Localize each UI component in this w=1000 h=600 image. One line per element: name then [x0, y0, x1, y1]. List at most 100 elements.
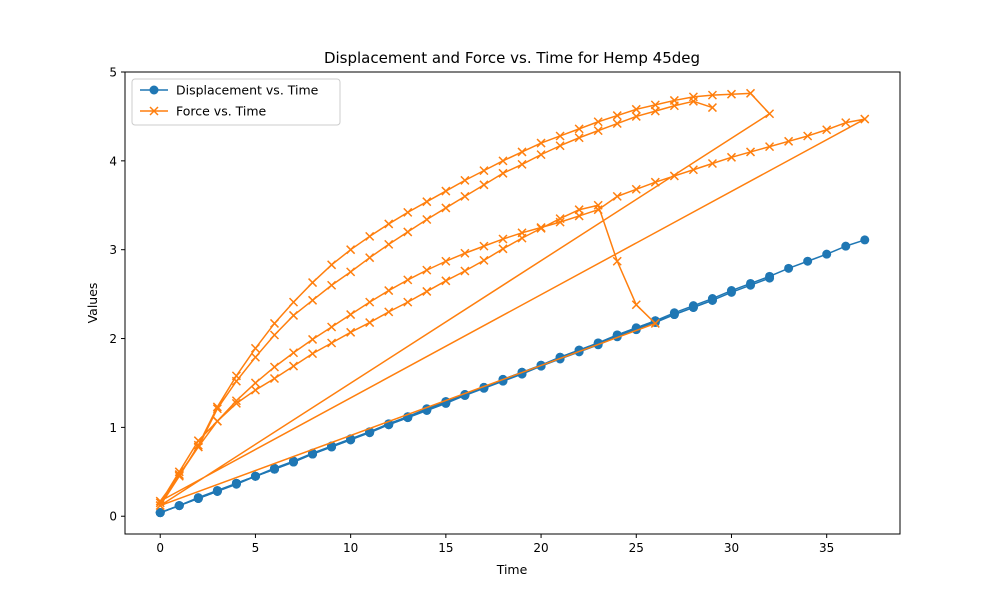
force-point — [288, 310, 299, 320]
legend: Displacement vs. Time Force vs. Time — [131, 78, 341, 126]
force-point — [174, 469, 184, 480]
force-point — [441, 203, 451, 213]
displacement-point — [231, 479, 241, 489]
force-point — [498, 156, 508, 166]
force-point — [308, 295, 318, 305]
force-point — [403, 275, 413, 285]
force-point — [212, 404, 222, 414]
force-point — [631, 300, 641, 310]
force-point — [403, 207, 413, 217]
force-point — [155, 501, 165, 511]
force-point — [498, 168, 508, 178]
displacement-point — [327, 442, 337, 452]
force-point — [327, 338, 337, 348]
force-point — [669, 101, 679, 111]
force-point — [422, 214, 432, 225]
displacement-point — [155, 508, 165, 518]
force-point — [612, 191, 622, 201]
force-point — [574, 124, 584, 134]
force-point — [822, 125, 832, 135]
force-point — [479, 180, 489, 190]
y-tick-label-0: 0 — [109, 510, 117, 524]
displacement-point — [803, 256, 813, 266]
force-point — [384, 307, 394, 317]
x-tick-label-1: 5 — [252, 541, 260, 555]
force-point — [536, 150, 546, 160]
force-point — [288, 297, 299, 307]
y-tick-label-3: 3 — [109, 243, 117, 257]
force-point — [269, 362, 280, 372]
series-layer — [155, 88, 870, 518]
force-point — [555, 217, 565, 227]
force-point — [517, 147, 527, 157]
displacement-point — [269, 464, 279, 474]
displacement-point — [669, 310, 679, 320]
force-point — [745, 88, 756, 98]
x-tick-label-2: 10 — [343, 541, 358, 555]
force-point — [612, 256, 622, 266]
force-point — [498, 244, 508, 254]
force-point — [707, 158, 717, 169]
force-point — [460, 266, 470, 276]
force-point — [765, 142, 775, 152]
force-point — [155, 498, 165, 508]
force-point — [231, 396, 241, 406]
force-point — [269, 330, 280, 340]
force-point — [365, 318, 375, 328]
displacement-point — [746, 280, 756, 290]
force-point — [669, 171, 679, 181]
force-point — [726, 152, 737, 162]
force-point — [498, 234, 508, 244]
force-point — [441, 186, 451, 196]
force-point — [384, 239, 394, 249]
force-point — [707, 103, 717, 113]
force-point — [346, 267, 356, 277]
force-point — [688, 96, 698, 106]
legend-label-displacement: Displacement vs. Time — [176, 83, 319, 98]
y-axis: 0 1 2 3 4 5 — [109, 66, 125, 524]
force-point — [612, 119, 622, 129]
force-point — [250, 378, 260, 388]
force-point — [555, 141, 565, 151]
displacement-point — [174, 501, 184, 511]
force-point — [346, 245, 356, 255]
force-point — [327, 260, 337, 270]
x-axis: 0 5 10 15 20 25 30 35 — [156, 534, 834, 555]
force-point — [250, 343, 260, 353]
force-point — [650, 106, 660, 116]
force-point — [631, 184, 641, 194]
plot-area — [125, 72, 900, 534]
displacement-point — [212, 486, 222, 496]
force-point — [174, 471, 184, 481]
force-point — [269, 318, 280, 328]
force-point — [346, 327, 356, 337]
force-point — [288, 348, 299, 358]
displacement-point — [726, 287, 736, 297]
force-point — [765, 109, 775, 119]
force-point — [231, 376, 241, 386]
force-point — [860, 114, 870, 124]
force-point — [574, 205, 584, 215]
force-point — [784, 136, 794, 146]
y-axis-label: Values — [85, 283, 100, 324]
force-point — [650, 177, 660, 187]
force-point — [460, 175, 470, 185]
force-point — [365, 231, 375, 241]
force-point — [365, 297, 375, 307]
force-point — [745, 147, 756, 157]
displacement-point — [289, 457, 299, 467]
x-tick-label-4: 20 — [533, 541, 548, 555]
force-point — [422, 265, 432, 275]
force-point — [612, 111, 622, 121]
force-point — [707, 90, 717, 100]
force-point — [688, 165, 698, 175]
force-point — [422, 197, 432, 207]
force-point — [308, 278, 318, 288]
displacement-point — [346, 435, 356, 445]
force-point — [841, 118, 851, 128]
force-point — [384, 219, 394, 229]
force-point — [517, 233, 527, 243]
force-point — [479, 241, 489, 251]
force-point — [193, 440, 203, 450]
force-point — [212, 416, 222, 426]
